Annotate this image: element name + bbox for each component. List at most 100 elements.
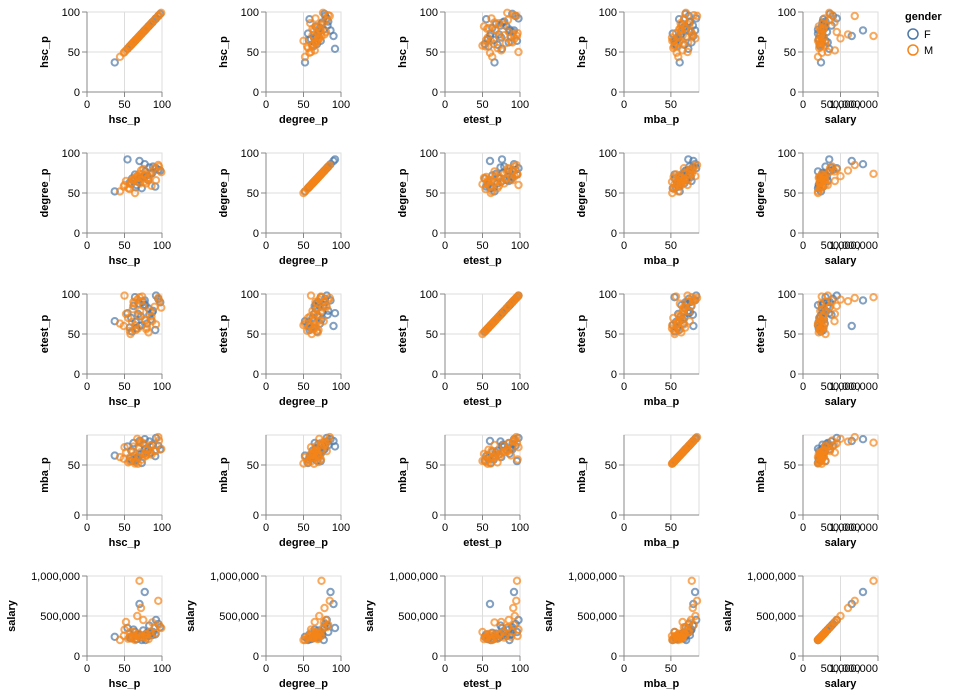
y-tick-label: 100 — [778, 7, 796, 19]
data-point-M — [306, 47, 316, 57]
y-tick-label: 0 — [790, 369, 796, 381]
x-tick-label: 100 — [153, 381, 171, 393]
y-tick-label: 0 — [253, 369, 259, 381]
cell-salary-vs-mba_p: 0 50 0 500,000 1,000,000 mba_p salary — [543, 571, 702, 690]
y-axis-title: mba_p — [397, 457, 409, 493]
y-tick-label: 50 — [605, 47, 617, 59]
y-tick-label: 0 — [253, 651, 259, 663]
data-point-M — [120, 180, 129, 190]
y-tick-label: 100 — [599, 7, 617, 19]
x-tick-label: 50 — [118, 240, 130, 252]
data-point-M — [819, 172, 829, 182]
data-point-M — [325, 293, 334, 303]
data-point-F — [140, 160, 149, 169]
data-point-M — [688, 437, 698, 446]
x-tick-label: 0 — [84, 99, 90, 111]
data-point-M — [513, 455, 522, 464]
y-tick-label: 1,000,000 — [747, 571, 796, 583]
y-axis-title: mba_p — [576, 457, 588, 493]
data-point-M — [115, 319, 125, 328]
y-axis-title: hsc_p — [576, 36, 588, 68]
y-tick-label: 0 — [790, 228, 796, 240]
data-point-M — [321, 615, 331, 625]
x-axis-title: degree_p — [279, 255, 328, 267]
data-point-M — [115, 187, 125, 196]
x-tick-label: 1,000,000 — [829, 99, 878, 111]
x-tick-label: 50 — [118, 99, 130, 111]
data-point-M — [495, 172, 504, 182]
data-point-M — [830, 317, 839, 326]
data-point-M — [321, 301, 331, 311]
data-point-F — [330, 623, 340, 633]
data-point-M — [151, 176, 161, 185]
data-point-M — [510, 34, 519, 43]
data-point-M — [491, 26, 501, 35]
y-tick-label: 500,000 — [577, 611, 617, 623]
cell-etest_p-vs-hsc_p: 0 50 100 0 50 100 hsc_p etest_p — [39, 289, 171, 408]
y-axis-title: mba_p — [39, 457, 51, 493]
data-point-M — [830, 176, 840, 186]
data-point-M — [687, 576, 696, 585]
y-tick-label: 0 — [74, 369, 80, 381]
data-point-M — [320, 166, 329, 175]
y-tick-label: 50 — [68, 329, 80, 341]
data-point-M — [157, 168, 166, 177]
data-point-M — [308, 24, 317, 33]
data-point-M — [482, 24, 492, 33]
y-tick-label: 100 — [599, 148, 617, 160]
data-point-M — [676, 325, 685, 334]
data-point-M — [692, 596, 702, 605]
x-tick-label: 0 — [800, 240, 806, 252]
data-point-F — [858, 26, 868, 35]
data-point-M — [136, 437, 146, 446]
data-point-F — [497, 155, 507, 164]
x-tick-label: 50 — [665, 522, 677, 534]
y-tick-label: 0 — [74, 510, 80, 522]
y-tick-label: 0 — [611, 369, 617, 381]
y-axis-title: degree_p — [39, 168, 51, 217]
y-tick-label: 50 — [426, 329, 438, 341]
x-tick-label: 500,000 — [821, 240, 861, 252]
x-tick-label: 0 — [442, 663, 448, 675]
y-axis-title: etest_p — [218, 314, 230, 353]
data-point-M — [850, 11, 859, 21]
data-point-M — [145, 307, 155, 316]
x-tick-label: 500,000 — [821, 663, 861, 675]
y-axis-title: hsc_p — [218, 36, 230, 68]
data-point-F — [330, 44, 340, 53]
data-point-M — [832, 27, 841, 37]
y-tick-label: 0 — [74, 228, 80, 240]
data-point-F — [110, 58, 119, 67]
x-axis-title: degree_p — [279, 396, 328, 408]
x-tick-label: 0 — [84, 240, 90, 252]
y-tick-label: 50 — [68, 460, 80, 472]
data-point-M — [157, 623, 166, 633]
data-point-M — [481, 42, 490, 51]
data-point-M — [823, 291, 832, 300]
data-point-M — [836, 295, 845, 304]
data-point-F — [858, 587, 868, 597]
data-point-M — [679, 14, 689, 23]
x-tick-label: 100 — [332, 522, 350, 534]
data-point-M — [487, 14, 496, 23]
data-point-M — [850, 596, 859, 605]
cell-hsc_p-vs-etest_p: 0 50 100 0 50 100 etest_p hsc_p — [397, 7, 529, 126]
y-tick-label: 50 — [784, 47, 796, 59]
y-tick-label: 0 — [253, 87, 259, 99]
y-tick-label: 0 — [611, 228, 617, 240]
data-point-M — [134, 32, 143, 41]
data-point-M — [869, 31, 878, 41]
data-point-M — [692, 432, 702, 442]
legend-symbol-F — [907, 28, 919, 40]
x-tick-label: 50 — [665, 240, 677, 252]
data-point-M — [128, 447, 137, 456]
data-point-M — [816, 325, 825, 334]
data-point-M — [692, 160, 702, 170]
data-point-M — [486, 459, 495, 468]
data-point-M — [830, 18, 839, 27]
x-axis-title: hsc_p — [109, 537, 141, 549]
cell-mba_p-vs-hsc_p: 0 50 100 0 50 hsc_p mba_p — [39, 432, 171, 549]
x-tick-label: 50 — [297, 99, 309, 111]
